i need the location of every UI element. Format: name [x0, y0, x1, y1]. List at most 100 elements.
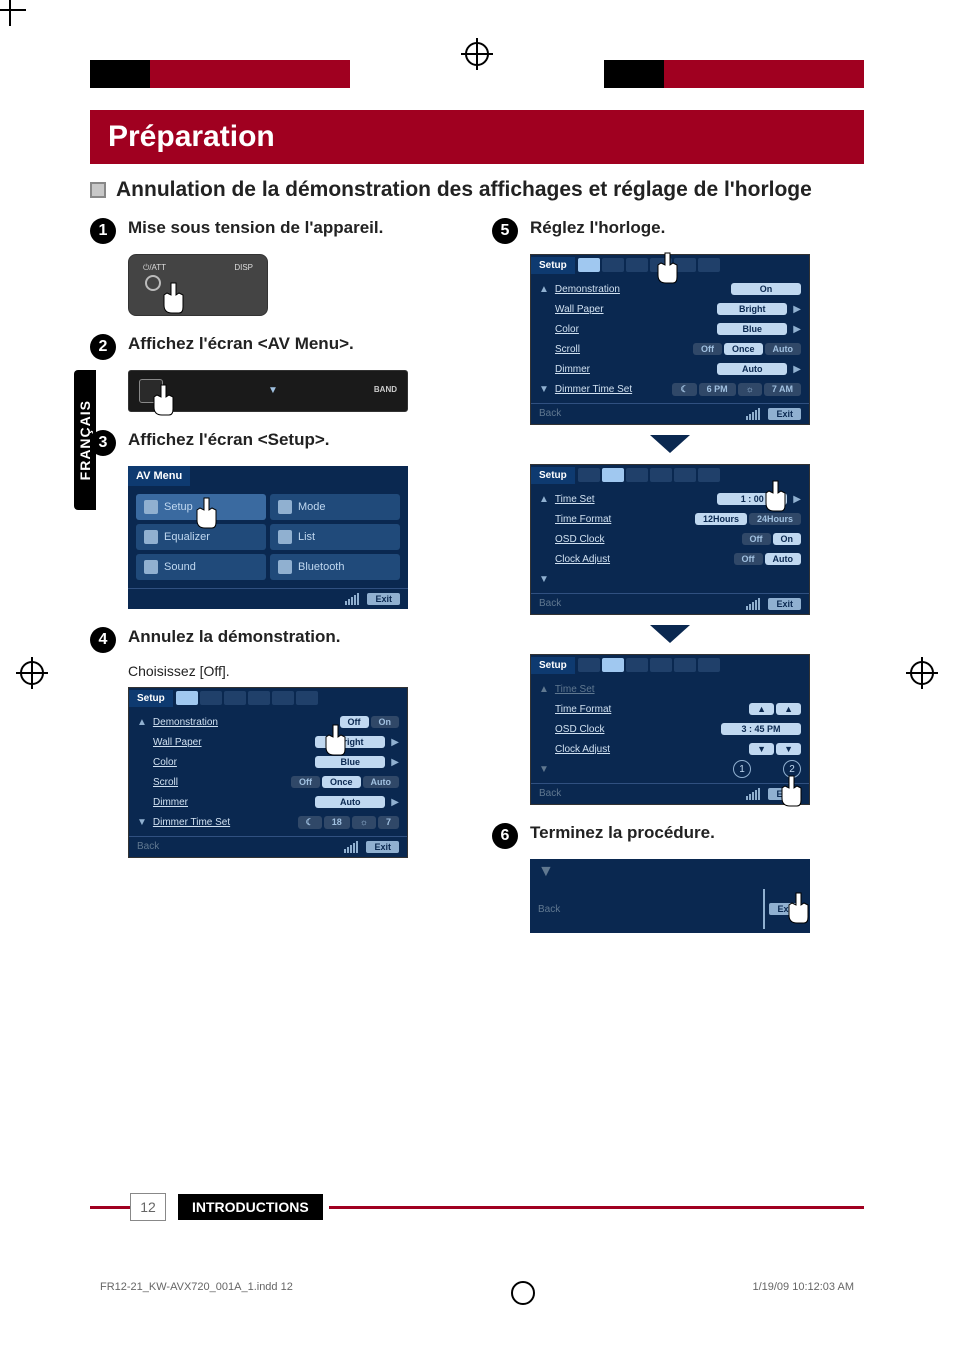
- on-option[interactable]: On: [371, 716, 400, 728]
- step-4: 4 Annulez la démonstration.: [90, 627, 462, 653]
- pointing-hand-icon: [190, 496, 220, 532]
- setup-screenshot-4: Setup ▲Time Set Time Format▲▲ OSD Clock3…: [530, 654, 810, 805]
- down-arrow-icon: ▼: [268, 385, 278, 396]
- pointing-hand-icon: [775, 774, 805, 810]
- av-menu-list[interactable]: List: [270, 524, 400, 550]
- spinner-up-icon[interactable]: ▲: [749, 703, 774, 715]
- av-menu-footer: Exit: [128, 588, 408, 609]
- spinner-down-icon[interactable]: ▼: [749, 743, 774, 755]
- av-menu-screenshot: AV Menu Setup Mode Equalizer List Sound …: [128, 466, 408, 609]
- pointing-hand-icon: [319, 723, 349, 759]
- step-badge: 5: [492, 218, 518, 244]
- clock-tab-icon: [200, 691, 222, 705]
- signal-bars-icon: [746, 408, 760, 420]
- columns: 1 Mise sous tension de l'appareil. ⏻/ATT…: [90, 218, 864, 933]
- right-column: 5 Réglez l'horloge. Setup ▲Demonstration…: [492, 218, 864, 933]
- step-text: Terminez la procédure.: [530, 823, 715, 843]
- setup-tab-label: Setup: [129, 690, 173, 707]
- list-icon: [278, 530, 292, 544]
- setup-tab-icons: [575, 255, 723, 275]
- power-att-label: ⏻/ATT: [143, 263, 166, 273]
- setup-tab-label: Setup: [531, 257, 575, 274]
- print-meta: FR12-21_KW-AVX720_001A_1.indd 12 1/19/09…: [90, 1281, 864, 1305]
- signal-bars-icon: [345, 593, 359, 605]
- flow-arrow-icon: [530, 435, 810, 458]
- signal-bars-icon: [746, 788, 760, 800]
- spinner-down-icon[interactable]: ▼: [776, 743, 801, 755]
- finish-bar: ▼: [530, 859, 810, 885]
- step-1: 1 Mise sous tension de l'appareil.: [90, 218, 462, 244]
- finish-bar-wrapper: ▼ Back Exit: [530, 859, 864, 933]
- page-number: 12: [130, 1193, 166, 1221]
- indd-file: FR12-21_KW-AVX720_001A_1.indd 12: [100, 1281, 293, 1305]
- signal-bars-icon: [763, 889, 765, 929]
- setup-screenshot-1: Setup ▲DemonstrationOffOn Wall PaperBrig…: [128, 687, 408, 858]
- av-menu-bluetooth[interactable]: Bluetooth: [270, 554, 400, 580]
- back-button[interactable]: Back: [137, 841, 159, 853]
- signal-bars-icon: [746, 598, 760, 610]
- step-text: Mise sous tension de l'appareil.: [128, 218, 383, 238]
- step-2: 2 Affichez l'écran <AV Menu>.: [90, 334, 462, 360]
- step-badge: 1: [90, 218, 116, 244]
- back-button[interactable]: Back: [539, 598, 561, 610]
- setup-row-color: ColorBlue▶: [137, 752, 399, 772]
- step-badge: 6: [492, 823, 518, 849]
- left-column: 1 Mise sous tension de l'appareil. ⏻/ATT…: [90, 218, 462, 933]
- disc-tab-icon: [224, 691, 246, 705]
- exit-button[interactable]: Exit: [768, 408, 801, 420]
- others-tab-icon: [296, 691, 318, 705]
- setup-row-scroll: ScrollOffOnceAuto: [137, 772, 399, 792]
- setup-row-demonstration: ▲DemonstrationOffOn: [137, 712, 399, 732]
- av-menu-sound[interactable]: Sound: [136, 554, 266, 580]
- pointing-hand-icon: [157, 281, 187, 317]
- step-3: 3 Affichez l'écran <Setup>.: [90, 430, 462, 456]
- footer-rule: [329, 1206, 864, 1209]
- language-tab-label: FRANÇAIS: [77, 400, 93, 480]
- step-text: Affichez l'écran <Setup>.: [128, 430, 330, 450]
- equalizer-icon: [144, 530, 158, 544]
- setup-tab-label: Setup: [531, 467, 575, 484]
- setup-row-wallpaper: Wall PaperBright▶: [137, 732, 399, 752]
- av-menu-title: AV Menu: [128, 466, 190, 486]
- registration-mark-icon: [20, 661, 44, 685]
- setup-row-dimmer-time: ▼Dimmer Time Set☾18☼7: [137, 812, 399, 832]
- page-title: Préparation: [108, 120, 275, 153]
- setup-screenshot-3: Setup ▲Time Set1 : 00▶ Time Format12Hour…: [530, 464, 810, 615]
- back-button[interactable]: Back: [538, 904, 560, 915]
- step-text: Affichez l'écran <AV Menu>.: [128, 334, 354, 354]
- av-menu-grid: Setup Mode Equalizer List Sound Bluetoot…: [128, 486, 408, 588]
- tuner-tab-icon: [248, 691, 270, 705]
- exit-button[interactable]: Exit: [768, 598, 801, 610]
- pointing-hand-icon: [651, 251, 681, 287]
- step-badge: 4: [90, 627, 116, 653]
- av-menu-setup[interactable]: Setup: [136, 494, 266, 520]
- av-menu-mode[interactable]: Mode: [270, 494, 400, 520]
- page-title-bar: Préparation: [90, 110, 864, 164]
- band-label: BAND: [374, 385, 397, 394]
- finish-footer: Back Exit: [530, 885, 810, 933]
- back-button[interactable]: Back: [539, 788, 561, 800]
- spinner-up-icon[interactable]: ▲: [776, 703, 801, 715]
- clock-tab-icon: [602, 468, 624, 482]
- sound-icon: [144, 560, 158, 574]
- subtitle-row: Annulation de la démonstration des affic…: [90, 178, 864, 202]
- exit-button[interactable]: Exit: [366, 841, 399, 853]
- back-button[interactable]: Back: [539, 408, 561, 420]
- indd-timestamp: 1/19/09 10:12:03 AM: [752, 1281, 854, 1305]
- setup-body: ▲DemonstrationOffOn Wall PaperBright▶ Co…: [129, 708, 407, 836]
- pointing-hand-icon: [759, 479, 789, 515]
- setup-tab-icons: [173, 688, 321, 708]
- registration-mark-icon: [910, 661, 934, 685]
- header-color-bars: [90, 60, 864, 88]
- callout-1: 1: [733, 760, 751, 778]
- exit-button[interactable]: Exit: [367, 593, 400, 605]
- step-4-sub: Choisissez [Off].: [128, 663, 462, 679]
- step-6: 6 Terminez la procédure.: [492, 823, 864, 849]
- gear-icon: [144, 500, 158, 514]
- mode-icon: [278, 500, 292, 514]
- input-tab-icon: [272, 691, 294, 705]
- bullet-icon: [90, 182, 106, 198]
- step-text: Annulez la démonstration.: [128, 627, 341, 647]
- band-bar-illustration: ▼ BAND: [128, 370, 408, 412]
- disp-label: DISP: [234, 263, 253, 272]
